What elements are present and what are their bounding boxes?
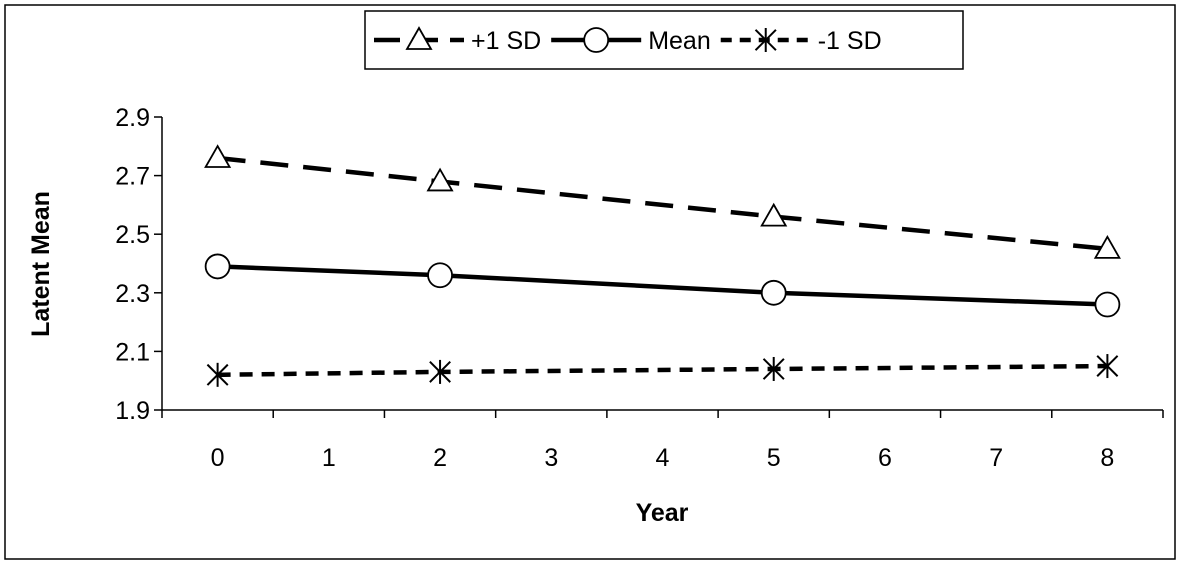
legend-1-sd-label: -1 SD [818,27,882,55]
y-tick-label: 2.1 [115,338,150,366]
y-tick-label: 2.3 [115,280,150,308]
legend-mean-label: Mean [648,27,711,55]
legend-1-sd-label: +1 SD [471,27,541,55]
y-tick-label: 2.5 [115,221,150,249]
y-tick-label: 1.9 [115,397,150,425]
series-mean-marker [1095,293,1119,317]
x-tick-label: 8 [1100,444,1114,472]
x-tick-label: 4 [656,444,670,472]
x-tick-label: 5 [767,444,781,472]
series-mean-marker [762,281,786,305]
x-tick-label: 0 [211,444,225,472]
series-mean-marker [428,263,452,287]
x-tick-label: 3 [544,444,558,472]
x-axis-title: Year [636,499,689,527]
y-axis-title: Latent Mean [27,191,55,337]
x-tick-label: 2 [433,444,447,472]
y-tick-label: 2.7 [115,163,150,191]
series-mean-marker [206,254,230,278]
x-tick-label: 6 [878,444,892,472]
x-tick-label: 1 [322,444,336,472]
legend: +1 SD Mean -1 SD [365,11,963,69]
legend-mean-marker [584,28,608,52]
y-tick-label: 2.9 [115,104,150,132]
x-tick-label: 7 [989,444,1003,472]
